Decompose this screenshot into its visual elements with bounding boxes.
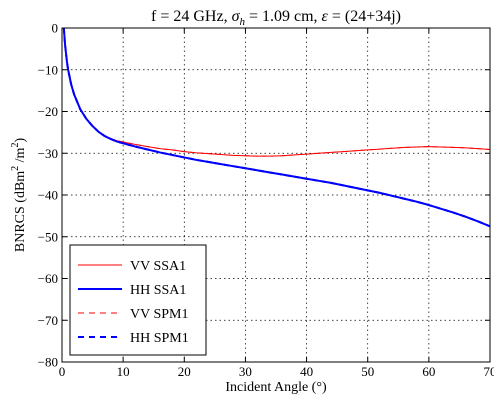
chart-title: f = 24 GHz, σh = 1.09 cm, ε = (24+34j): [151, 8, 401, 28]
grid: [62, 28, 490, 362]
x-tick-label: 40: [300, 364, 313, 379]
y-tick-label: −70: [38, 313, 58, 328]
y-tick-label: −80: [38, 355, 58, 370]
x-tick-label: 70: [484, 364, 494, 379]
legend-label: VV SSA1: [130, 259, 186, 274]
series-group: [62, 28, 490, 228]
legend-label: VV SPM1: [130, 307, 189, 322]
legend-label: HH SSA1: [130, 283, 186, 298]
tick-labels: 0 10 20 30 40 50 60 70 0 −10 −20 −30 −40 −50 −60 −70 −80: [38, 21, 494, 380]
y-tick-label: −40: [38, 188, 58, 203]
y-tick-label: −60: [38, 271, 58, 286]
y-axis-title: BNRCS (dBm2 /m2): [10, 138, 28, 253]
x-tick-label: 30: [239, 364, 252, 379]
legend: VV SSA1 HH SSA1 VV SPM1 HH SPM1: [69, 244, 207, 356]
x-tick-label: 10: [117, 364, 130, 379]
axes-frame: [61, 27, 491, 363]
x-tick-label: 60: [422, 364, 435, 379]
y-tick-label: −50: [38, 229, 58, 244]
legend-label: HH SPM1: [130, 331, 189, 346]
x-tick-label: 0: [59, 364, 66, 379]
x-axis-title: Incident Angle (°): [225, 380, 327, 395]
x-tick-label: 20: [178, 364, 191, 379]
y-tick-label: 0: [52, 21, 59, 36]
y-tick-label: −20: [38, 104, 58, 119]
series-line-hh-spm1: [62, 28, 490, 228]
x-tick-label: 50: [361, 364, 374, 379]
y-tick-label: −10: [38, 62, 58, 77]
series-line-vv-spm1: [63, 28, 490, 157]
y-tick-label: −30: [38, 146, 58, 161]
